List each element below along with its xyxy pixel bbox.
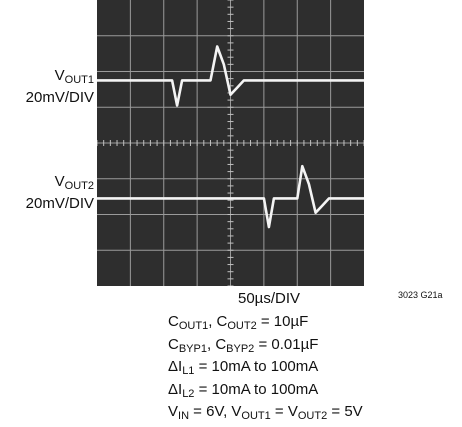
test-conditions: COUT1, COUT2 = 10µF CBYP1, CBYP2 = 0.01µF… [168,313,363,426]
vout2-trace [97,164,364,229]
condition-line: ΔIL1 = 10mA to 100mA [168,358,319,377]
vout1-label: VOUT1 20mV/DIV [25,67,94,106]
condition-line: VIN = 6V, VOUT1 = VOUT2 = 5V [168,403,363,422]
condition-line: COUT1, COUT2 = 10µF [168,313,309,332]
vout2-label: VOUT2 20mV/DIV [25,173,94,212]
condition-line: ΔIL2 = 10mA to 100mA [168,380,319,400]
condition-line: CBYP1, CBYP2 = 0.01µF [168,335,319,355]
scope-grid [97,0,364,286]
oscilloscope-screen [97,0,364,286]
scope-traces [97,45,364,229]
figure-code: 3023 G21a [398,290,443,300]
vout1-trace [97,45,364,107]
x-axis-label: 50µs/DIV [238,290,300,307]
